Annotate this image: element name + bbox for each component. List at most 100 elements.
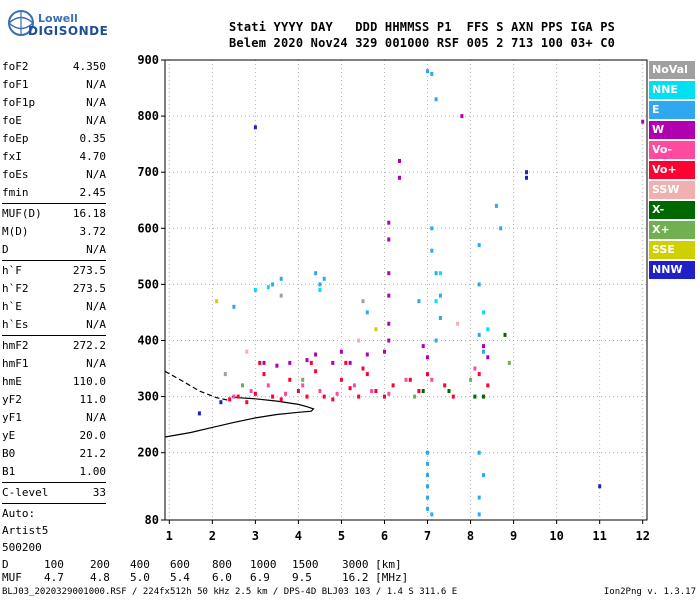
param-label: B0 [2,447,16,460]
param-row: h`F2 273.5 [2,280,106,298]
param-label: foF1p [2,96,36,109]
echo-point-e [438,293,442,298]
x-tick-label: 7 [424,529,431,543]
footer-distance-row: D 100 200 400 600 800 1000 1500 3000 [km] [2,558,422,571]
echo-point-w [641,119,645,124]
legend-item-noval: NoVal [649,61,695,79]
echo-point-vo [361,366,365,371]
echo-point-vo [258,360,262,365]
param-label: foEs [2,168,29,181]
echo-point-e [426,506,429,511]
echo-point-vo [318,389,322,393]
param-value: N/A [86,243,106,256]
echo-point-nnw [197,411,201,416]
footer-cell: 4.8 [90,571,110,584]
param-label: h`F2 [2,282,29,295]
echo-point-vo [249,389,253,393]
footer-cell: 800 [212,558,232,571]
echo-point-e [482,349,485,354]
echo-point-x [413,394,417,399]
param-label: foF1 [2,78,29,91]
echo-point-vo [314,369,318,374]
param-value: N/A [86,78,106,91]
echo-point-vo [426,372,429,377]
echo-point-e [430,72,434,76]
x-tick-label: 11 [592,529,606,543]
y-tick-label: 80 [145,513,159,527]
echo-point-ssw [357,338,361,343]
echo-point-vo [266,383,270,388]
param-row: foE N/A [2,112,106,130]
echo-point-vo [301,383,305,388]
footer-cell: 5.0 [130,571,150,584]
echo-point-vo [288,377,292,382]
legend-item-x: X- [649,201,695,219]
echo-point-noval [361,299,365,304]
echo-point-w [426,355,429,360]
echo-point-vo [365,372,369,377]
echo-point-vo [473,366,477,371]
echo-point-w [365,352,369,357]
echo-point-e [477,495,481,500]
echo-point-e [426,461,429,466]
panel-divider [2,335,106,336]
echo-point-nne [486,327,490,332]
echo-point-x [482,394,485,399]
param-label: hmF2 [2,339,29,352]
echo-point-e [365,310,369,315]
footer-cell: 200 [90,558,110,571]
echo-point-w [288,360,292,365]
param-row: hmE 110.0 [2,373,106,391]
echo-point-nnw [525,175,528,180]
echo-point-e [271,282,275,287]
panel-note: 500200 [2,541,42,554]
echo-point-w [339,349,343,354]
param-label: h`E [2,300,22,313]
echo-point-ssw [456,321,460,326]
echo-point-vo [279,397,283,402]
param-label: foEp [2,132,29,145]
param-label: foF2 [2,60,29,73]
param-label: fxI [2,150,22,163]
echo-point-e [434,271,438,276]
echo-point-vo [228,397,232,402]
echo-point-ssw [245,349,249,354]
param-label: yF1 [2,411,22,424]
panel-divider [2,203,106,204]
footer-row-label: D [2,558,9,571]
param-label: fmin [2,186,29,199]
echo-point-vo [374,389,378,393]
param-label: MUF(D) [2,207,42,220]
echo-point-e [477,512,481,517]
param-row: h`E N/A [2,298,106,316]
param-label: h`Es [2,318,29,331]
x-tick-label: 9 [510,529,517,543]
y-tick-label: 800 [137,109,159,123]
echo-point-e [314,271,318,276]
echo-point-e [494,203,498,208]
echo-point-x [301,377,305,382]
echo-point-w [398,175,401,180]
echo-point-vo [443,383,447,388]
echo-point-vo [451,394,455,399]
echo-point-vo [352,383,356,388]
panel-note: Artist5 [2,524,49,537]
echo-point-e [322,276,326,281]
param-value: N/A [86,357,106,370]
echo-point-w [383,349,386,354]
echo-point-w [387,237,391,242]
echo-point-e [477,450,481,455]
echo-point-w [331,360,335,365]
param-label: hmE [2,375,22,388]
echo-point-x [241,383,244,388]
param-value: N/A [86,318,106,331]
logo-text-digisonde: DIGISONDE [28,24,109,38]
echo-point-w [387,338,391,343]
echo-point-noval [223,372,227,377]
param-value: 16.18 [72,207,106,220]
x-tick-label: 6 [381,529,388,543]
echo-point-e [430,248,434,253]
param-label: foE [2,114,22,127]
param-label: hmF1 [2,357,29,370]
param-row: foF2 4.350 [2,58,106,76]
